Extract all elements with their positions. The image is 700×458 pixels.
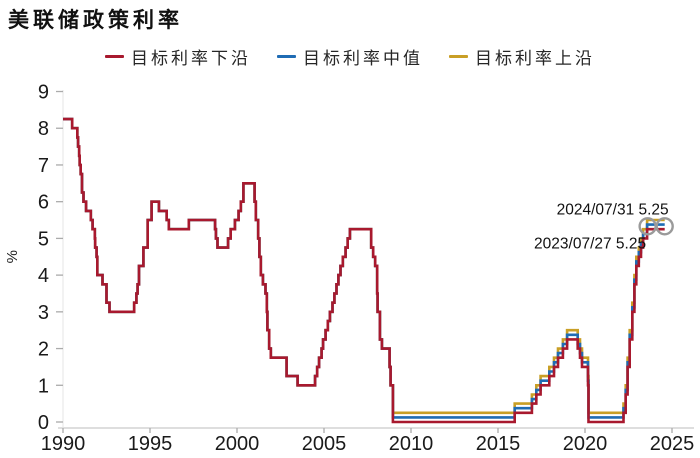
series-line-0 — [63, 117, 665, 415]
legend-label: 目标利率下沿 — [131, 49, 251, 69]
x-tick-label: 2005 — [302, 433, 347, 455]
y-tick-label: 8 — [38, 118, 49, 140]
legend-dash-icon — [277, 54, 296, 59]
legend-item-1[interactable]: 目标利率中值 — [277, 44, 423, 69]
y-tick-label: 5 — [38, 228, 49, 250]
y-tick-label: 4 — [38, 265, 49, 287]
y-axis-unit-label: % — [4, 250, 21, 263]
x-tick-label: 1990 — [41, 433, 86, 455]
legend-item-2[interactable]: 目标利率上沿 — [449, 44, 595, 69]
annotation-label-0: 2024/07/31 5.25 — [557, 202, 669, 219]
legend-label: 目标利率上沿 — [475, 49, 595, 69]
x-tick-label: 2020 — [563, 433, 608, 455]
series-line-2 — [63, 117, 665, 424]
legend-label: 目标利率中值 — [303, 49, 423, 69]
y-tick-label: 1 — [38, 375, 49, 397]
series-line-1 — [63, 117, 665, 419]
legend-dash-icon — [449, 54, 468, 59]
annotation-label-1: 2023/07/27 5.25 — [534, 236, 646, 253]
legend-item-0[interactable]: 目标利率下沿 — [105, 44, 251, 69]
y-tick-label: 6 — [38, 192, 49, 214]
x-tick-label: 2025 — [650, 433, 695, 455]
y-tick-label: 7 — [38, 155, 49, 177]
endpoint-marker-circle-1 — [655, 217, 674, 236]
x-tick-label: 2010 — [389, 433, 434, 455]
x-tick-label: 1995 — [128, 433, 173, 455]
y-tick-label: 0 — [38, 412, 49, 434]
chart-title: 美联储政策利率 — [8, 7, 183, 32]
legend-dash-icon — [105, 54, 124, 59]
chart-legend: 目标利率下沿 目标利率中值 目标利率上沿 — [0, 44, 700, 69]
y-tick-label: 9 — [38, 82, 49, 104]
y-tick-label: 2 — [38, 339, 49, 361]
x-tick-label: 2000 — [215, 433, 260, 455]
x-tick-label: 2015 — [476, 433, 521, 455]
y-tick-label: 3 — [38, 302, 49, 324]
